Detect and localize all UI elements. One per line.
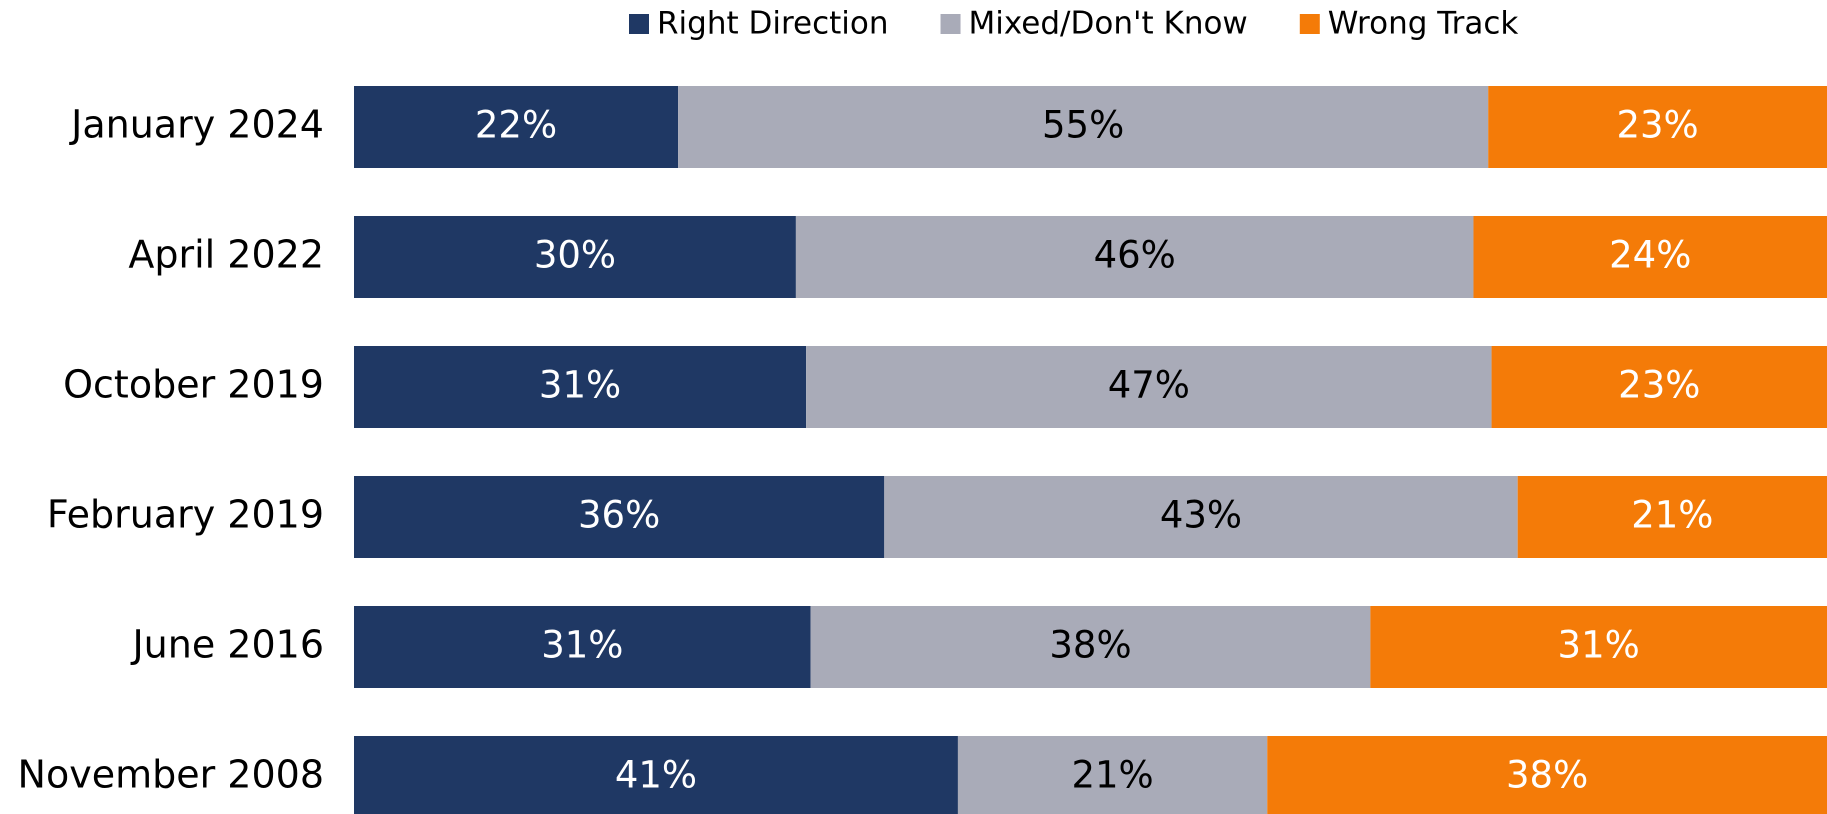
bar-segment — [354, 736, 958, 814]
data-label: 21% — [1071, 754, 1153, 797]
bar-segment — [957, 736, 1268, 814]
data-label: 22% — [475, 104, 557, 147]
data-label: 43% — [1160, 494, 1242, 537]
bar-segment — [354, 216, 796, 298]
bar-segment — [1517, 476, 1827, 558]
bar-segment — [1267, 736, 1827, 814]
data-label: 23% — [1618, 364, 1700, 407]
bar-segment — [678, 86, 1489, 168]
data-label: 31% — [1558, 624, 1640, 667]
legend-swatch — [629, 14, 649, 34]
data-label: 30% — [534, 234, 616, 277]
bar-segment — [1370, 606, 1827, 688]
y-tick-label: November 2008 — [18, 753, 324, 797]
data-label: 24% — [1609, 234, 1691, 277]
data-label: 55% — [1042, 104, 1124, 147]
bar-segment — [884, 476, 1518, 558]
y-tick-label: June 2016 — [130, 623, 324, 667]
data-label: 47% — [1108, 364, 1190, 407]
data-label: 31% — [541, 624, 623, 667]
legend-swatch — [940, 14, 961, 34]
legend-swatch — [1299, 14, 1320, 34]
bar-segment — [354, 346, 807, 428]
data-label: 36% — [578, 494, 660, 537]
data-label: 38% — [1049, 624, 1131, 667]
bar-segment — [810, 606, 1371, 688]
data-label: 31% — [539, 364, 621, 407]
bar-segment — [795, 216, 1474, 298]
bar-segment — [354, 86, 679, 168]
data-label: 23% — [1616, 104, 1698, 147]
legend-label: Mixed/Don't Know — [969, 6, 1248, 42]
legend-label: Wrong Track — [1328, 6, 1519, 42]
bar-segment — [354, 606, 811, 688]
bar-segment — [354, 476, 885, 558]
y-tick-label: February 2019 — [47, 493, 324, 537]
bar-segment — [1491, 346, 1827, 428]
data-label: 21% — [1631, 494, 1713, 537]
data-label: 38% — [1506, 754, 1588, 797]
bar-segment — [1488, 86, 1827, 168]
legend-label: Right Direction — [657, 6, 889, 42]
bar-segment — [806, 346, 1492, 428]
data-label: 41% — [615, 754, 697, 797]
data-label: 46% — [1094, 234, 1176, 277]
y-tick-label: April 2022 — [128, 233, 324, 277]
bar-segment — [1473, 216, 1827, 298]
y-tick-label: January 2024 — [69, 103, 324, 147]
y-tick-label: October 2019 — [63, 363, 324, 407]
